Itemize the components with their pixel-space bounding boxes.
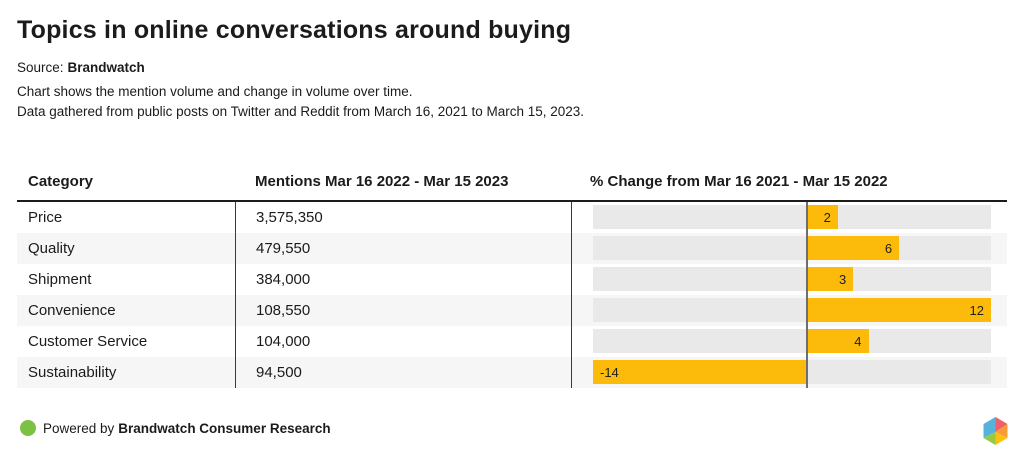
powered-by-label: Powered by bbox=[43, 421, 115, 436]
column-header-mentions: Mentions Mar 16 2022 - Mar 15 2023 bbox=[255, 172, 509, 190]
mentions-cell: 3,575,350 bbox=[235, 202, 571, 233]
category-cell: Convenience bbox=[28, 302, 116, 319]
change-bar-cell: 4 bbox=[571, 326, 1007, 357]
change-bar-cell: 6 bbox=[571, 233, 1007, 264]
change-bar-cell: 12 bbox=[571, 295, 1007, 326]
mentions-cell: 384,000 bbox=[235, 264, 571, 295]
change-bar: 12 bbox=[807, 298, 991, 322]
description-line: Chart shows the mention volume and chang… bbox=[17, 84, 413, 99]
change-bar-cell: -14 bbox=[571, 357, 1007, 388]
table-row: Shipment 384,000 3 bbox=[17, 264, 1007, 295]
data-table: Category Mentions Mar 16 2022 - Mar 15 2… bbox=[17, 162, 1007, 388]
table-body: Price 3,575,350 2 Quality 479,550 6 Ship… bbox=[17, 202, 1007, 388]
bar-track bbox=[593, 205, 991, 229]
mentions-cell: 108,550 bbox=[235, 295, 571, 326]
change-bar-cell: 3 bbox=[571, 264, 1007, 295]
table-row: Customer Service 104,000 4 bbox=[17, 326, 1007, 357]
column-header-change: % Change from Mar 16 2021 - Mar 15 2022 bbox=[590, 172, 888, 190]
table-row: Quality 479,550 6 bbox=[17, 233, 1007, 264]
powered-by-line: Powered by Brandwatch Consumer Research bbox=[43, 421, 331, 436]
mentions-cell: 104,000 bbox=[235, 326, 571, 357]
brandwatch-logo-icon bbox=[983, 417, 1008, 445]
category-cell: Price bbox=[28, 209, 63, 226]
table-row: Convenience 108,550 12 bbox=[17, 295, 1007, 326]
category-cell: Customer Service bbox=[28, 333, 148, 350]
page-title: Topics in online conversations around bu… bbox=[17, 16, 572, 44]
source-label: Source: bbox=[17, 60, 64, 75]
chart-description: Chart shows the mention volume and chang… bbox=[17, 82, 584, 122]
zero-axis-line bbox=[806, 202, 809, 388]
table-row: Price 3,575,350 2 bbox=[17, 202, 1007, 233]
source-line: Source: Brandwatch bbox=[17, 60, 145, 75]
category-cell: Sustainability bbox=[28, 364, 117, 381]
table-row: Sustainability 94,500 -14 bbox=[17, 357, 1007, 388]
green-dot-icon bbox=[20, 420, 36, 436]
category-cell: Quality bbox=[28, 240, 75, 257]
change-bar: 2 bbox=[807, 205, 838, 229]
description-line: Data gathered from public posts on Twitt… bbox=[17, 104, 585, 119]
change-bar: 3 bbox=[807, 267, 854, 291]
category-cell: Shipment bbox=[28, 271, 92, 288]
bar-track bbox=[593, 267, 991, 291]
table-header-row: Category Mentions Mar 16 2022 - Mar 15 2… bbox=[17, 162, 1007, 202]
mentions-cell: 479,550 bbox=[235, 233, 571, 264]
column-header-category: Category bbox=[28, 172, 94, 190]
change-bar-cell: 2 bbox=[571, 202, 1007, 233]
bar-track bbox=[593, 236, 991, 260]
brand-name: Brandwatch Consumer Research bbox=[118, 421, 331, 436]
mentions-cell: 94,500 bbox=[235, 357, 571, 388]
source-name: Brandwatch bbox=[67, 60, 145, 75]
bar-track bbox=[593, 329, 991, 353]
change-bar: 6 bbox=[807, 236, 900, 260]
change-bar: -14 bbox=[593, 360, 808, 384]
change-bar: 4 bbox=[807, 329, 869, 353]
